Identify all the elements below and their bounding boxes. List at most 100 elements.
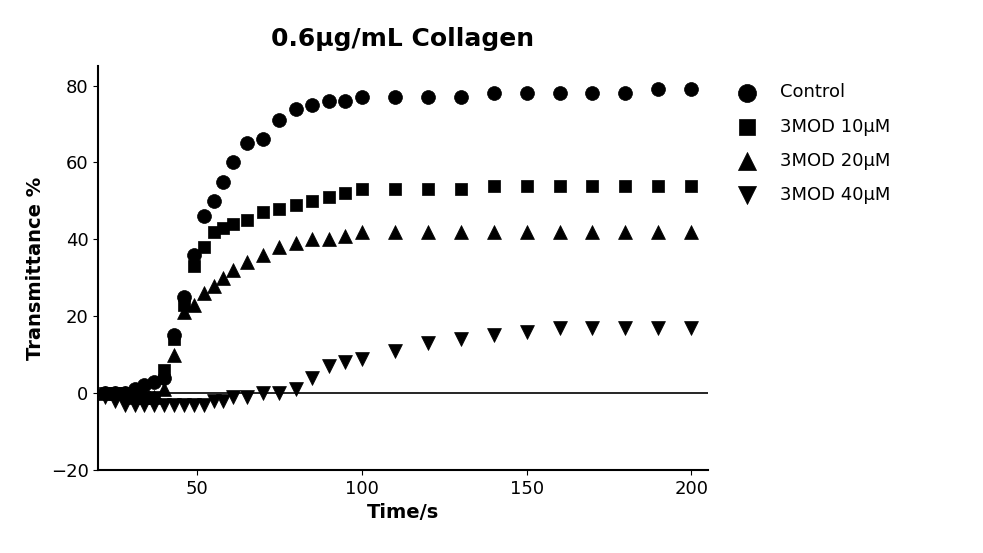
3MOD 10μM <box>117 389 133 398</box>
Control <box>239 139 255 148</box>
Control <box>354 93 370 102</box>
3MOD 40μM <box>156 400 172 409</box>
3MOD 10μM <box>205 227 221 236</box>
Control <box>486 89 501 98</box>
3MOD 40μM <box>137 400 152 409</box>
Control <box>617 89 633 98</box>
3MOD 20μM <box>97 389 113 398</box>
3MOD 10μM <box>387 185 403 194</box>
Control <box>337 97 353 106</box>
3MOD 20μM <box>215 273 231 282</box>
3MOD 10μM <box>321 192 337 201</box>
3MOD 10μM <box>551 181 567 190</box>
Control <box>137 381 152 390</box>
3MOD 40μM <box>585 324 601 332</box>
3MOD 20μM <box>271 243 287 252</box>
Control <box>551 89 567 98</box>
3MOD 40μM <box>271 389 287 398</box>
3MOD 20μM <box>453 227 469 236</box>
Control <box>321 97 337 106</box>
3MOD 20μM <box>519 227 535 236</box>
3MOD 20μM <box>205 281 221 290</box>
3MOD 10μM <box>176 300 192 309</box>
3MOD 40μM <box>239 393 255 401</box>
3MOD 40μM <box>117 400 133 409</box>
3MOD 40μM <box>288 385 304 394</box>
3MOD 20μM <box>617 227 633 236</box>
3MOD 40μM <box>321 362 337 371</box>
3MOD 40μM <box>305 373 320 382</box>
3MOD 20μM <box>337 231 353 240</box>
Control <box>146 377 162 386</box>
3MOD 40μM <box>146 400 162 409</box>
3MOD 10μM <box>196 243 211 252</box>
3MOD 20μM <box>239 258 255 267</box>
3MOD 20μM <box>420 227 435 236</box>
Control <box>271 116 287 124</box>
3MOD 20μM <box>387 227 403 236</box>
3MOD 20μM <box>585 227 601 236</box>
Control <box>585 89 601 98</box>
3MOD 40μM <box>387 346 403 355</box>
Control <box>186 251 202 259</box>
3MOD 40μM <box>215 397 231 405</box>
3MOD 40μM <box>107 397 123 405</box>
3MOD 20μM <box>651 227 666 236</box>
Control <box>288 104 304 113</box>
3MOD 10μM <box>156 366 172 374</box>
3MOD 20μM <box>127 393 143 401</box>
3MOD 10μM <box>288 200 304 209</box>
3MOD 40μM <box>354 354 370 363</box>
3MOD 40μM <box>225 393 241 401</box>
3MOD 40μM <box>256 389 271 398</box>
Legend: Control, 3MOD 10μM, 3MOD 20μM, 3MOD 40μM: Control, 3MOD 10μM, 3MOD 20μM, 3MOD 40μM <box>729 84 890 204</box>
3MOD 40μM <box>453 335 469 344</box>
Control <box>256 135 271 144</box>
3MOD 10μM <box>146 393 162 401</box>
Control <box>651 85 666 94</box>
Control <box>683 85 699 94</box>
Control <box>225 158 241 167</box>
X-axis label: Time/s: Time/s <box>367 503 439 523</box>
3MOD 10μM <box>271 204 287 213</box>
3MOD 10μM <box>137 393 152 401</box>
3MOD 20μM <box>683 227 699 236</box>
3MOD 20μM <box>166 350 182 359</box>
3MOD 40μM <box>176 400 192 409</box>
3MOD 40μM <box>651 324 666 332</box>
3MOD 40μM <box>551 324 567 332</box>
3MOD 20μM <box>137 393 152 401</box>
3MOD 10μM <box>256 208 271 217</box>
3MOD 10μM <box>337 189 353 197</box>
3MOD 20μM <box>321 235 337 244</box>
3MOD 10μM <box>127 393 143 401</box>
3MOD 20μM <box>117 389 133 398</box>
3MOD 20μM <box>186 300 202 309</box>
3MOD 10μM <box>97 389 113 398</box>
Y-axis label: Transmittance %: Transmittance % <box>27 176 45 360</box>
3MOD 40μM <box>166 400 182 409</box>
3MOD 40μM <box>486 331 501 340</box>
3MOD 40μM <box>127 400 143 409</box>
Control <box>166 331 182 340</box>
Control <box>196 212 211 221</box>
3MOD 40μM <box>683 324 699 332</box>
3MOD 20μM <box>146 393 162 401</box>
3MOD 10μM <box>166 335 182 344</box>
3MOD 40μM <box>617 324 633 332</box>
3MOD 10μM <box>305 196 320 205</box>
3MOD 10μM <box>651 181 666 190</box>
3MOD 10μM <box>225 220 241 228</box>
Control <box>453 93 469 102</box>
3MOD 10μM <box>683 181 699 190</box>
3MOD 20μM <box>486 227 501 236</box>
3MOD 10μM <box>519 181 535 190</box>
Control <box>215 178 231 186</box>
3MOD 10μM <box>585 181 601 190</box>
Control <box>420 93 435 102</box>
3MOD 40μM <box>205 397 221 405</box>
3MOD 20μM <box>354 227 370 236</box>
3MOD 20μM <box>551 227 567 236</box>
3MOD 40μM <box>196 400 211 409</box>
3MOD 10μM <box>239 216 255 225</box>
